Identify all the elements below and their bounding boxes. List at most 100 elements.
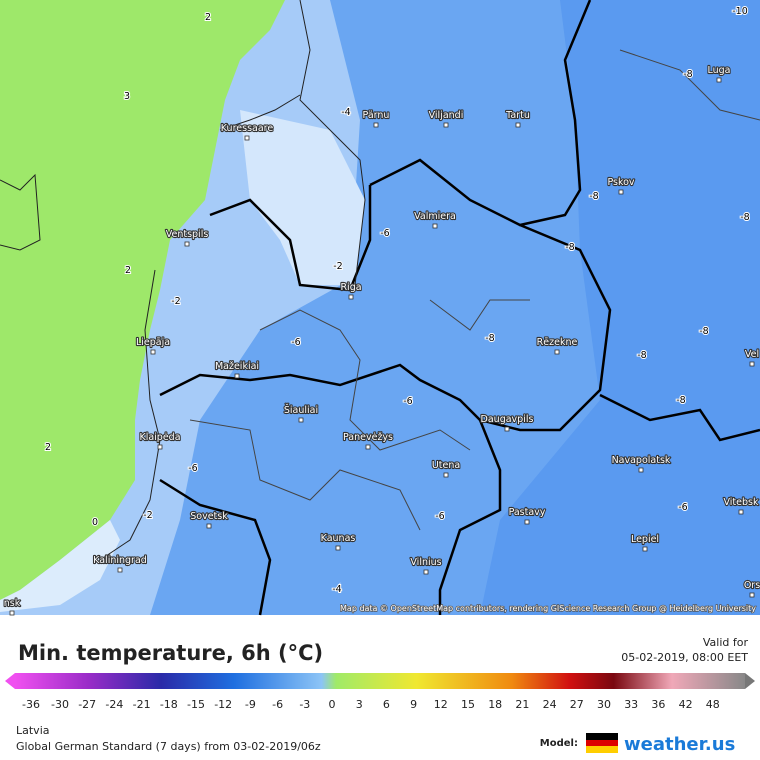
city-marker (642, 546, 648, 552)
contour-label: -10 (732, 6, 748, 17)
city-marker (638, 467, 644, 473)
lagoon (0, 520, 120, 612)
contour-label: 2 (205, 12, 211, 23)
city-label: Ventspils (166, 229, 209, 240)
scale-tick-label: -24 (105, 698, 123, 711)
city-marker (515, 122, 521, 128)
contour-label: -8 (637, 350, 646, 361)
scale-tick-label: 15 (461, 698, 475, 711)
contour-label: -8 (565, 242, 574, 253)
color-scale (15, 673, 745, 689)
contour-label: 2 (125, 265, 131, 276)
contour-label: -4 (332, 584, 341, 595)
city-label: Ors (744, 580, 760, 591)
city-marker (443, 122, 449, 128)
city-marker (716, 77, 722, 83)
scale-tick-label: -27 (78, 698, 96, 711)
city-marker (365, 444, 371, 450)
city-marker (443, 472, 449, 478)
map-labels: -10 3 2 2 2 0 -2 -2 -4 -6 -6 -6 -6 -6 -8 -8 -8 -8 -8 -8 -8 -8… (3, 5, 760, 616)
contour-label: 0 (92, 517, 98, 528)
contour-label: -2 (171, 296, 180, 307)
gulf-of-riga (240, 110, 365, 285)
contour-label: -8 (699, 326, 708, 337)
legend-title: Min. temperature, 6h (°C) (18, 641, 323, 665)
city-marker (157, 444, 163, 450)
city-marker (423, 569, 429, 575)
city-label: Lepiel (631, 534, 659, 545)
flag (586, 733, 618, 753)
city-label: Sovetsk (190, 511, 228, 522)
city-marker (117, 567, 123, 573)
scale-tick-label: 21 (515, 698, 529, 711)
city-marker (9, 610, 15, 616)
scale-tick-label: 36 (651, 698, 665, 711)
scale-tick-label: 27 (570, 698, 584, 711)
contour-label: -6 (403, 396, 412, 407)
city-label: Vel (745, 349, 759, 360)
scale-tick-label: 9 (410, 698, 417, 711)
city-label: Pärnu (363, 110, 390, 121)
city-marker (738, 509, 744, 515)
city-marker (432, 223, 438, 229)
city-marker (749, 361, 755, 367)
contour-label: -6 (188, 463, 197, 474)
scale-tick-label: -30 (51, 698, 69, 711)
attribution: Map data © OpenStreetMap contributors, r… (340, 604, 756, 613)
scale-tick-label: -15 (187, 698, 205, 711)
city-label: Mažeikiai (215, 361, 259, 372)
model-label: Model: (540, 738, 578, 749)
scale-arrow-left (5, 673, 15, 689)
city-label: Vilnius (410, 557, 441, 568)
city-label: Liepāja (136, 337, 170, 348)
city-label: Tartu (505, 110, 530, 121)
scale-tick-label: 33 (624, 698, 638, 711)
scale-arrow-right (745, 673, 755, 689)
scale-ticks: -36 -30 -27 -24 -21 -18 -15 -12 -9 -6 -3 0 3 6 9 12 15 18… (22, 698, 720, 711)
city-marker (184, 241, 190, 247)
scale-tick-label: 42 (679, 698, 693, 711)
scale-tick-label: 30 (597, 698, 611, 711)
scale-tick-label: 0 (329, 698, 336, 711)
brand: weather.us (624, 734, 735, 755)
valid-time: 05-02-2019, 08:00 EET (621, 651, 748, 664)
contour-label: -6 (678, 502, 687, 513)
contour-label: 3 (124, 91, 130, 102)
city-label: Šiauliai (284, 404, 318, 416)
scale-tick-label: -9 (245, 698, 256, 711)
scale-tick-label: 48 (706, 698, 720, 711)
scale-tick-label: -12 (214, 698, 232, 711)
contour-label: -8 (683, 69, 692, 80)
contour-label: -6 (291, 337, 300, 348)
city-marker (373, 122, 379, 128)
scale-tick-label: 24 (543, 698, 557, 711)
city-label: Viljandi (429, 110, 464, 121)
coastline (0, 0, 366, 561)
city-label: Kuressaare (221, 123, 274, 134)
scale-tick-label: 3 (356, 698, 363, 711)
city-marker (150, 349, 156, 355)
contour-label: -2 (333, 261, 342, 272)
cold-region (480, 0, 760, 615)
scale-tick-label: -6 (272, 698, 283, 711)
city-label: Luga (708, 65, 731, 76)
scale-tick-label: -3 (299, 698, 310, 711)
city-label: Vitebsk (724, 497, 759, 508)
city-label: Klaipėda (139, 432, 180, 443)
contour-label: 2 (45, 442, 51, 453)
borders (159, 0, 760, 616)
city-marker (504, 426, 510, 432)
city-label: Panevėžys (343, 432, 393, 443)
contour-label: -6 (435, 511, 444, 522)
city-label: Daugavpils (481, 414, 534, 425)
scale-tick-label: 6 (383, 698, 390, 711)
contour-label: -6 (380, 228, 389, 239)
city-label: Navapolatsk (612, 455, 671, 466)
city-marker (234, 373, 240, 379)
sea-warm (0, 0, 285, 600)
city-label: Rēzekne (537, 337, 578, 348)
city-label: Pastavy (509, 507, 546, 518)
city-label: Utena (432, 460, 460, 471)
model-run: Global German Standard (7 days) from 03-… (16, 740, 321, 753)
contour-label: -8 (589, 191, 598, 202)
